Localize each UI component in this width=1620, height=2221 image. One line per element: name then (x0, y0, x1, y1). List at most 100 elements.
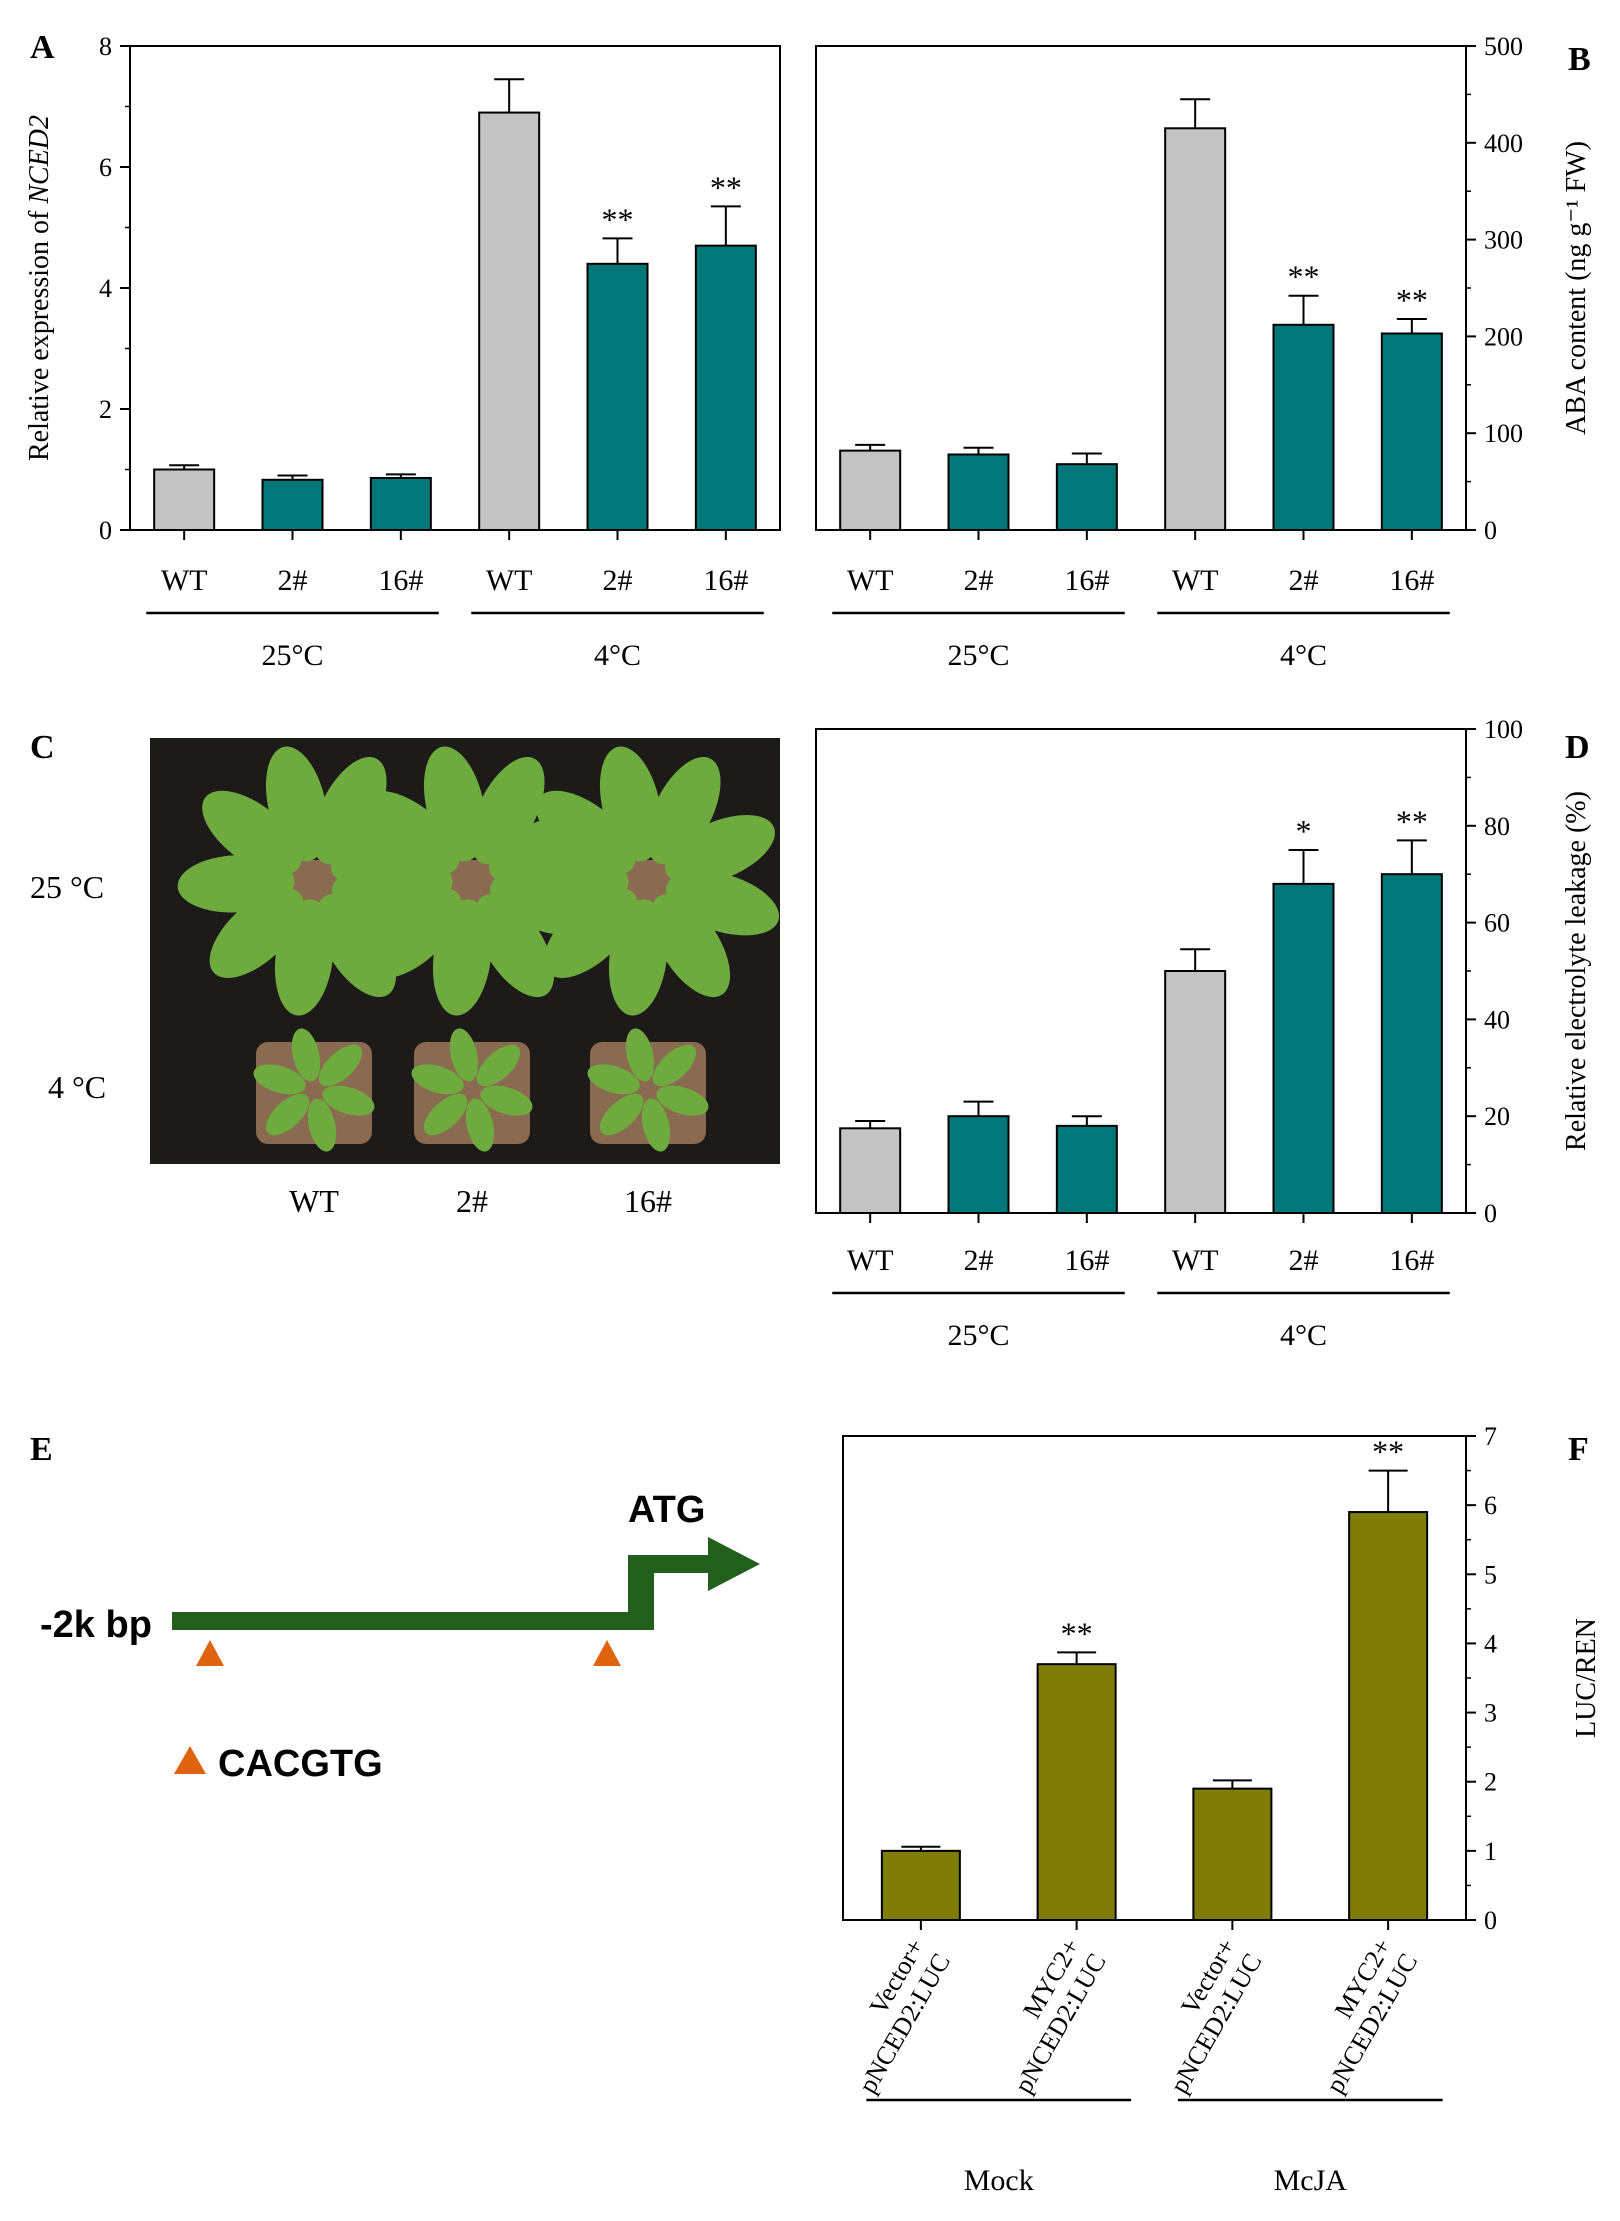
significance-label: ** (710, 169, 742, 205)
bar-3 (1055, 1124, 1118, 1215)
group-label: Mock (964, 2164, 1034, 2197)
leaf-25c (470, 756, 545, 865)
panel-e-promoter-diagram: -2k bp ATG CACGTG (40, 1489, 760, 1785)
motif-marker-2 (593, 1640, 621, 1666)
y-tick-label: 8 (99, 32, 112, 61)
leaf-4c (599, 1093, 644, 1136)
category-label: 16# (1389, 1244, 1434, 1277)
significance-label: ** (1061, 1615, 1093, 1651)
y-tick-label: 4 (99, 274, 112, 303)
bar-2 (1036, 1663, 1117, 1921)
leaf-4c (641, 1098, 671, 1152)
leaf-25c (664, 814, 775, 885)
leaf-25c (367, 888, 462, 978)
y-tick-label: 3 (1484, 1699, 1497, 1728)
y-tick-label: 0 (99, 516, 112, 545)
y-tick-label: 0 (1484, 516, 1497, 545)
y-axis-label-prefix: Relative expression of (24, 204, 55, 461)
category-label: WT (847, 564, 894, 597)
bar-1 (153, 468, 216, 531)
panel-letter-d: D (1565, 729, 1590, 766)
leaf-25c (646, 756, 721, 865)
plot-frame (129, 45, 781, 531)
leaf-25c (474, 894, 555, 998)
category-label: 2# (964, 564, 994, 597)
group-label: 25°C (947, 639, 1009, 672)
panel-letter-b: B (1568, 41, 1591, 78)
chart-b-aba-content: 0 100 200 300 400 500 WT 2# 16# WT ** 2# ** 16# 25°C 4°… (815, 32, 1592, 672)
chart-d-electrolyte-leakage: 0 20 40 60 80 100 WT 2# 16# WT * 2# ** 16# 25°C 4°C Rela… (815, 715, 1592, 1352)
leaf-4c (587, 1064, 640, 1095)
significance-label: ** (1396, 803, 1428, 839)
significance-label: ** (1396, 282, 1428, 318)
leaf-4c (253, 1064, 306, 1095)
leaf-4c (291, 1028, 321, 1082)
bar-5 (1272, 323, 1335, 531)
bar-6 (1380, 873, 1443, 1214)
category-label: MYC2+pNCED2:LUC (1294, 1934, 1423, 2099)
leaf-4c (318, 1044, 363, 1087)
bar-1 (839, 1127, 902, 1215)
category-label: WT (1172, 1244, 1219, 1277)
y-tick-label: 20 (1484, 1102, 1510, 1131)
y-axis-label: ABA content (ng g⁻¹ FW) (1561, 141, 1592, 435)
group-label: 4°C (1280, 639, 1327, 672)
category-label: Vector+pNCED2:LUC (827, 1934, 956, 2099)
category-label: 2# (278, 564, 308, 597)
bar-6 (1380, 332, 1443, 531)
y-tick-label: 6 (99, 153, 112, 182)
photo-col-label-16: 16# (624, 1183, 672, 1219)
group-label: 4°C (1280, 1319, 1327, 1352)
y-tick-label: 0 (1484, 1906, 1497, 1935)
y-tick-label: 2 (99, 395, 112, 424)
panel-letter-a: A (30, 29, 55, 66)
atg-arrow (628, 1537, 760, 1630)
y-tick-label: 60 (1484, 909, 1510, 938)
leaf-25c (536, 790, 636, 875)
category-label: 2# (1289, 564, 1319, 597)
y-tick-label: 300 (1484, 226, 1523, 255)
bar-4 (1164, 970, 1227, 1214)
leaf-4c (322, 1085, 375, 1116)
category-label: 16# (1389, 564, 1434, 597)
y-tick-label: 100 (1484, 419, 1523, 448)
bar-3 (1055, 463, 1118, 531)
leaf-25c (650, 894, 731, 998)
atg-label: ATG (628, 1489, 705, 1531)
leaf-4c (625, 1028, 655, 1082)
bar-2 (947, 1115, 1010, 1214)
significance-label: ** (602, 201, 634, 237)
y-tick-label: 100 (1484, 715, 1523, 744)
category-label: 16# (1064, 564, 1109, 597)
motif-label: CACGTG (218, 1743, 383, 1785)
bar-1 (880, 1849, 961, 1922)
y-axis-label-gene: NCED2 (24, 115, 55, 205)
leaf-4c (411, 1064, 464, 1095)
y-axis-label: LUC/REN (1571, 1618, 1602, 1738)
bar-3 (369, 476, 432, 531)
category-label: WT (1172, 564, 1219, 597)
bar-5 (1272, 882, 1335, 1214)
group-label: 4°C (594, 639, 641, 672)
leaf-4c (476, 1044, 521, 1087)
bar-3 (1192, 1787, 1273, 1921)
chart-a-nced2-expression: 0 2 4 6 8 WT 2# 16# WT ** 2# ** 16# 25°C 4°C Relative e… (24, 32, 781, 672)
significance-label: * (1296, 813, 1312, 849)
y-tick-label: 2 (1484, 1768, 1497, 1797)
plot-frame (815, 728, 1467, 1214)
y-tick-label: 400 (1484, 129, 1523, 158)
leaf-25c (265, 746, 328, 862)
leaf-25c (312, 756, 387, 865)
group-label: 25°C (261, 639, 323, 672)
leaf-4c (449, 1028, 479, 1082)
bar-2 (947, 453, 1010, 531)
leaf-4c (480, 1085, 533, 1116)
y-tick-label: 5 (1484, 1560, 1497, 1589)
category-label: 16# (703, 564, 748, 597)
panel-c-photo: 25 °C 4 °C WT 2# 16# (30, 738, 780, 1219)
motif-legend-marker (174, 1746, 206, 1774)
category-label: 2# (603, 564, 633, 597)
bar-2 (261, 478, 324, 532)
photo-row-label-4c: 4 °C (48, 1069, 106, 1105)
